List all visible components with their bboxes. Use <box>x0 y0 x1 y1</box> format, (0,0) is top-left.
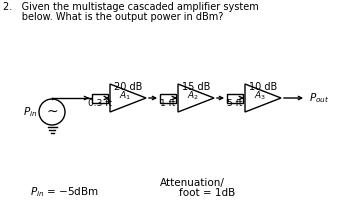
Bar <box>160 93 176 102</box>
Text: 10 dB: 10 dB <box>249 82 277 92</box>
Text: 15 dB: 15 dB <box>182 82 210 92</box>
Text: 0.3 ft: 0.3 ft <box>88 99 112 108</box>
Polygon shape <box>110 84 146 112</box>
Text: 20 dB: 20 dB <box>114 82 142 92</box>
Bar <box>227 93 243 102</box>
Text: 2.   Given the multistage cascaded amplifier system: 2. Given the multistage cascaded amplifi… <box>3 2 259 12</box>
Text: $P_{in}$: $P_{in}$ <box>23 105 37 119</box>
Text: $A_1$: $A_1$ <box>119 90 131 102</box>
Bar <box>92 93 108 102</box>
Text: $P_{out}$: $P_{out}$ <box>309 91 329 105</box>
Text: 1 ft: 1 ft <box>160 99 176 108</box>
Polygon shape <box>178 84 214 112</box>
Text: 5 ft: 5 ft <box>227 99 243 108</box>
Polygon shape <box>245 84 281 112</box>
Text: foot = 1dB: foot = 1dB <box>179 188 235 198</box>
Text: ~: ~ <box>46 105 58 119</box>
Text: Attenuation/: Attenuation/ <box>160 178 225 188</box>
Text: $P_{in}$ = $-$5dBm: $P_{in}$ = $-$5dBm <box>30 185 99 199</box>
Text: below. What is the output power in dBm?: below. What is the output power in dBm? <box>3 12 223 22</box>
Text: $A_3$: $A_3$ <box>254 90 266 102</box>
Text: $A_2$: $A_2$ <box>187 90 199 102</box>
